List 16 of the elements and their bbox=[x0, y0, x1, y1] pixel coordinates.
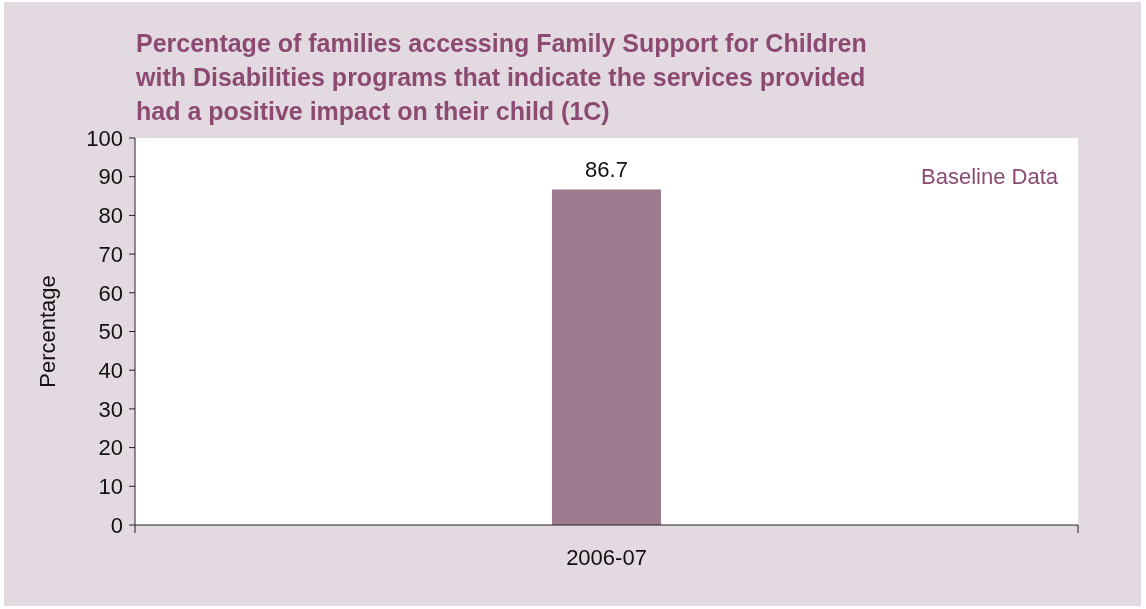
y-tick-label: 20 bbox=[98, 435, 123, 461]
y-tick-label: 40 bbox=[98, 357, 123, 383]
y-tick-label: 100 bbox=[86, 125, 123, 151]
y-axis-title: Percentage bbox=[35, 275, 60, 388]
y-tick-label: 60 bbox=[98, 280, 123, 306]
y-tick-label: 50 bbox=[98, 319, 123, 345]
y-tick-label: 30 bbox=[98, 396, 123, 422]
y-tick-label: 90 bbox=[98, 164, 123, 190]
annotation: Baseline Data bbox=[921, 164, 1059, 189]
y-tick-label: 0 bbox=[110, 512, 123, 538]
y-tick-label: 70 bbox=[98, 241, 123, 267]
x-tick-label: 2006-07 bbox=[566, 545, 647, 570]
y-tick-label: 80 bbox=[98, 203, 123, 229]
y-tick-label: 10 bbox=[98, 474, 123, 499]
data-label: 86.7 bbox=[585, 157, 628, 183]
chart-title: Percentage of families accessing Family Support for Children with Disabilities programs that indicate the services provided had a positive impact on their child (1C) bbox=[135, 29, 867, 125]
